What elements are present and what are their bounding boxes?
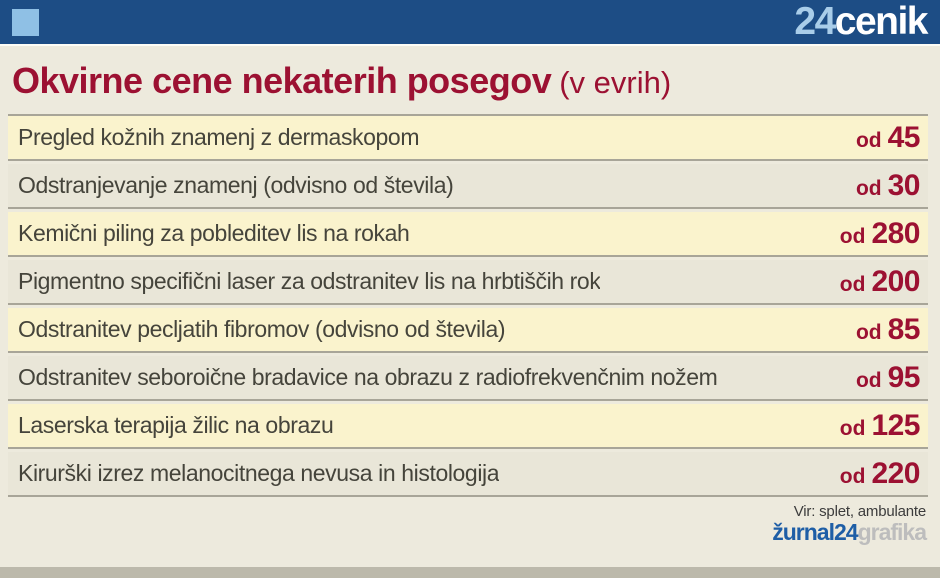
price-value: od 280 (839, 216, 921, 251)
procedure-label: Kirurški izrez melanocitnega nevusa in h… (18, 460, 500, 486)
price-value: od 85 (855, 312, 921, 347)
procedure-label: Laserska terapija žilic na obrazu (18, 412, 334, 438)
page-title: Okvirne cene nekaterih posegov (v evrih) (12, 60, 928, 104)
bottom-band-decoration (0, 567, 940, 578)
procedure-label: Odstranitev pecljatih fibromov (odvisno … (18, 316, 506, 342)
price-number: 45 (887, 120, 921, 154)
brand-logo-24cenik: 24cenik (794, 0, 929, 44)
procedure-label: Pigmentno specifični laser za odstranite… (18, 268, 601, 294)
price-number: 200 (871, 264, 920, 298)
price-prefix: od (855, 128, 882, 152)
price-number: 280 (871, 216, 920, 250)
price-value: od 30 (855, 168, 921, 203)
procedure-label: Odstranitev seboroične bradavice na obra… (18, 364, 718, 390)
price-prefix: od (855, 320, 882, 344)
table-row: Odstranitev seboroične bradavice na obra… (8, 356, 928, 401)
table-row: Odstranitev pecljatih fibromov (odvisno … (8, 308, 928, 353)
page-title-suffix: (v evrih) (559, 65, 672, 100)
table-row: Laserska terapija žilic na obrazu od 125 (8, 404, 928, 449)
price-prefix: od (839, 416, 866, 440)
price-value: od 220 (839, 456, 921, 491)
price-prefix: od (839, 272, 866, 296)
price-number: 220 (871, 456, 920, 490)
table-row: Kirurški izrez melanocitnega nevusa in h… (8, 452, 928, 497)
footer: Vir: splet, ambulante žurnal24grafika (0, 503, 927, 545)
price-prefix: od (855, 176, 882, 200)
price-table: Pregled kožnih znamenj z dermaskopom od … (8, 114, 928, 497)
procedure-label: Pregled kožnih znamenj z dermaskopom (18, 124, 420, 150)
brand-logo-24: 24 (794, 0, 836, 43)
price-number: 85 (887, 312, 921, 346)
price-value: od 95 (855, 360, 921, 395)
price-prefix: od (839, 224, 866, 248)
grafika-logo-text: grafika (857, 519, 927, 545)
header-bar: 24cenik (0, 0, 940, 46)
procedure-label: Odstranjevanje znamenj (odvisno od števi… (18, 172, 454, 198)
source-note: Vir: splet, ambulante (793, 503, 926, 520)
price-prefix: od (839, 464, 866, 488)
brand-logo-cenik: cenik (834, 0, 929, 43)
header-square-decoration (12, 8, 39, 36)
price-number: 95 (887, 360, 921, 394)
zurnal24-grafika-logo: žurnal24grafika (0, 519, 927, 545)
table-row: Pregled kožnih znamenj z dermaskopom od … (8, 116, 928, 161)
price-value: od 200 (839, 264, 921, 299)
price-number: 30 (887, 168, 921, 202)
procedure-label: Kemični piling za pobleditev lis na roka… (18, 220, 410, 246)
zurnal24-logo-text: žurnal24 (772, 519, 858, 545)
price-number: 125 (871, 408, 920, 442)
page-title-main: Okvirne cene nekaterih posegov (12, 60, 552, 101)
table-row: Odstranjevanje znamenj (odvisno od števi… (8, 164, 928, 209)
price-prefix: od (855, 368, 882, 392)
table-row: Pigmentno specifični laser za odstranite… (8, 260, 928, 305)
table-row: Kemični piling za pobleditev lis na roka… (8, 212, 928, 257)
price-value: od 125 (839, 408, 921, 443)
price-value: od 45 (855, 120, 921, 155)
